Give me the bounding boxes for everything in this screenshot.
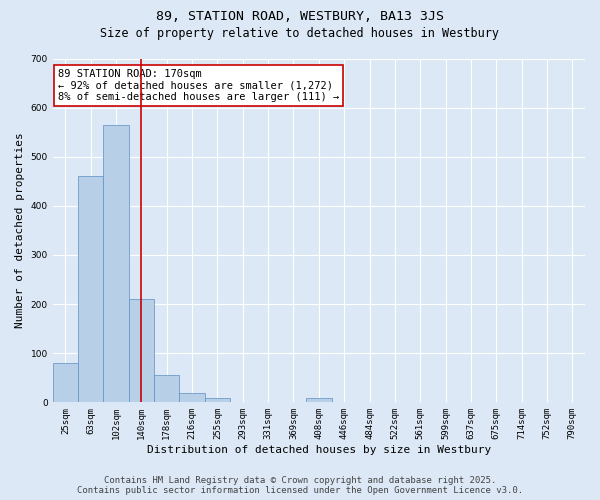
Text: 89 STATION ROAD: 170sqm
← 92% of detached houses are smaller (1,272)
8% of semi-: 89 STATION ROAD: 170sqm ← 92% of detache…	[58, 69, 339, 102]
Bar	[205, 398, 230, 402]
Bar	[129, 299, 154, 403]
Text: 89, STATION ROAD, WESTBURY, BA13 3JS: 89, STATION ROAD, WESTBURY, BA13 3JS	[156, 10, 444, 23]
Y-axis label: Number of detached properties: Number of detached properties	[15, 132, 25, 328]
X-axis label: Distribution of detached houses by size in Westbury: Distribution of detached houses by size …	[147, 445, 491, 455]
Bar	[103, 125, 129, 402]
Text: Size of property relative to detached houses in Westbury: Size of property relative to detached ho…	[101, 28, 499, 40]
Text: Contains HM Land Registry data © Crown copyright and database right 2025.
Contai: Contains HM Land Registry data © Crown c…	[77, 476, 523, 495]
Bar	[78, 176, 103, 402]
Bar	[53, 363, 78, 403]
Bar	[306, 398, 332, 402]
Bar	[179, 394, 205, 402]
Bar	[154, 376, 179, 402]
